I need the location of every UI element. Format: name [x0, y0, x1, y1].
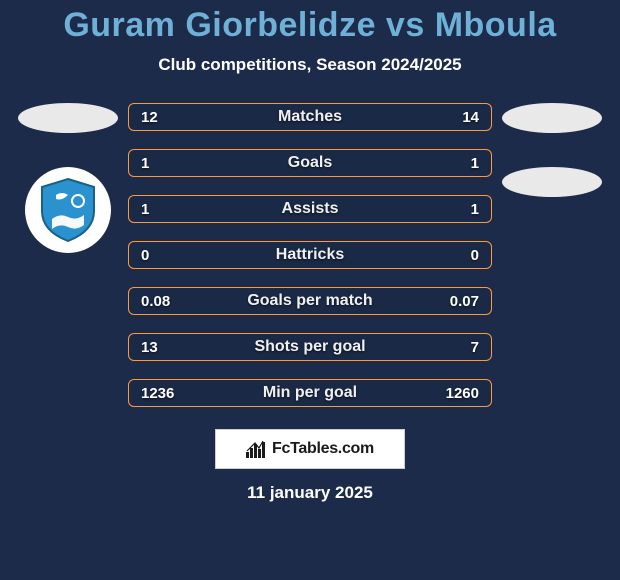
stat-label: Goals per match: [247, 292, 372, 310]
stats-column: 12 Matches 14 1 Goals 1 1 Assists 1 0 Ha…: [128, 93, 492, 407]
club-badge-placeholder-right: [502, 167, 602, 197]
subtitle: Club competitions, Season 2024/2025: [0, 55, 620, 75]
stat-label: Assists: [282, 200, 339, 218]
content-area: 12 Matches 14 1 Goals 1 1 Assists 1 0 Ha…: [0, 93, 620, 407]
stat-label: Min per goal: [263, 384, 357, 402]
player-photo-placeholder-left: [18, 103, 118, 133]
brand-logo[interactable]: FcTables.com: [215, 429, 405, 469]
stat-right-value: 14: [431, 109, 479, 126]
stat-row-matches: 12 Matches 14: [128, 103, 492, 131]
stat-row-hattricks: 0 Hattricks 0: [128, 241, 492, 269]
stat-label: Hattricks: [276, 246, 344, 264]
stat-left-value: 1: [141, 155, 189, 172]
stat-left-value: 1236: [141, 385, 189, 402]
stat-left-value: 1: [141, 201, 189, 218]
date-label: 11 january 2025: [247, 483, 373, 503]
stat-right-value: 1260: [431, 385, 479, 402]
stat-label: Goals: [288, 154, 332, 172]
stat-row-shots-per-goal: 13 Shots per goal 7: [128, 333, 492, 361]
footer: FcTables.com 11 january 2025: [0, 429, 620, 503]
page-title: Guram Giorbelidze vs Mboula: [0, 0, 620, 45]
stat-right-value: 7: [431, 339, 479, 356]
stat-right-value: 0: [431, 247, 479, 264]
brand-text: FcTables.com: [272, 440, 374, 458]
stat-left-value: 0: [141, 247, 189, 264]
stat-row-assists: 1 Assists 1: [128, 195, 492, 223]
stat-label: Matches: [278, 108, 342, 126]
stat-right-value: 1: [431, 201, 479, 218]
stat-left-value: 12: [141, 109, 189, 126]
stat-left-value: 0.08: [141, 293, 189, 310]
club-badge-left: [25, 167, 111, 253]
stat-row-goals: 1 Goals 1: [128, 149, 492, 177]
stat-right-value: 0.07: [431, 293, 479, 310]
stat-row-goals-per-match: 0.08 Goals per match 0.07: [128, 287, 492, 315]
stat-label: Shots per goal: [254, 338, 365, 356]
bars-icon: [246, 440, 266, 458]
left-column: [8, 93, 128, 253]
stat-left-value: 13: [141, 339, 189, 356]
stat-row-min-per-goal: 1236 Min per goal 1260: [128, 379, 492, 407]
player-photo-placeholder-right: [502, 103, 602, 133]
club-shield-icon: [38, 177, 98, 243]
stat-right-value: 1: [431, 155, 479, 172]
right-column: [492, 93, 612, 197]
